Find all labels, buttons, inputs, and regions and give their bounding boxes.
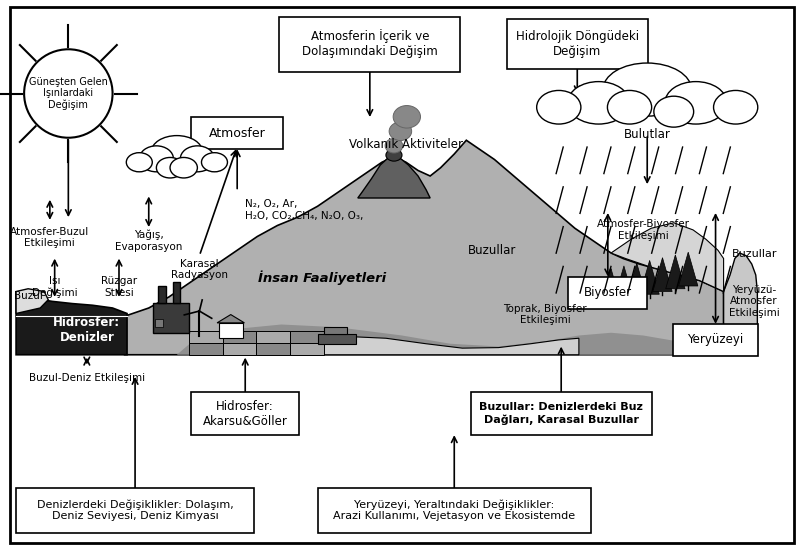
Polygon shape bbox=[601, 268, 620, 302]
FancyBboxPatch shape bbox=[256, 331, 290, 343]
Text: Buzullar: Buzullar bbox=[731, 249, 776, 259]
Text: Hidrosfer:
Akarsu&Göller: Hidrosfer: Akarsu&Göller bbox=[202, 400, 287, 427]
Text: Güneşten Gelen
Işınlardaki
Değişim: Güneşten Gelen Işınlardaki Değişim bbox=[29, 76, 108, 111]
FancyBboxPatch shape bbox=[506, 19, 647, 69]
Text: Hidrolojik Döngüdeki
Değişim: Hidrolojik Döngüdeki Değişim bbox=[515, 30, 638, 58]
FancyBboxPatch shape bbox=[153, 302, 189, 333]
Text: Buzullar: Buzullar bbox=[467, 244, 516, 257]
FancyBboxPatch shape bbox=[317, 334, 356, 344]
Text: Bulutlar: Bulutlar bbox=[623, 128, 670, 141]
Text: Atmosfer-Buzul
Etkileşimi: Atmosfer-Buzul Etkileşimi bbox=[10, 227, 89, 249]
Polygon shape bbox=[626, 263, 646, 297]
FancyBboxPatch shape bbox=[155, 319, 163, 327]
FancyBboxPatch shape bbox=[673, 324, 756, 356]
Text: Karasal
Radyasyon: Karasal Radyasyon bbox=[171, 258, 227, 280]
FancyBboxPatch shape bbox=[158, 286, 165, 302]
Text: İnsan Faaliyetleri: İnsan Faaliyetleri bbox=[257, 271, 385, 285]
Polygon shape bbox=[665, 255, 684, 289]
Ellipse shape bbox=[536, 90, 581, 124]
Ellipse shape bbox=[389, 122, 411, 140]
FancyBboxPatch shape bbox=[279, 16, 459, 72]
Ellipse shape bbox=[156, 157, 183, 178]
Polygon shape bbox=[124, 140, 723, 355]
Text: Yeryüzü-
Atmosfer
Etkileşimi: Yeryüzü- Atmosfer Etkileşimi bbox=[728, 285, 779, 318]
Text: N₂, O₂, Ar,: N₂, O₂, Ar, bbox=[245, 199, 297, 208]
FancyBboxPatch shape bbox=[218, 323, 243, 338]
FancyBboxPatch shape bbox=[191, 117, 283, 149]
FancyBboxPatch shape bbox=[290, 331, 324, 343]
Text: Yağış,
Evaporasyon: Yağış, Evaporasyon bbox=[115, 230, 182, 252]
FancyBboxPatch shape bbox=[189, 343, 222, 355]
Text: Toprak, Biyosfer
Etkileşimi: Toprak, Biyosfer Etkileşimi bbox=[503, 304, 586, 326]
Ellipse shape bbox=[602, 63, 691, 116]
Ellipse shape bbox=[607, 90, 650, 124]
Ellipse shape bbox=[385, 149, 402, 161]
Polygon shape bbox=[16, 297, 127, 355]
FancyBboxPatch shape bbox=[290, 343, 324, 355]
Text: Yeryüzeyi, Yeraltındaki Değişiklikler:
Arazi Kullanımı, Vejetasyon ve Ekosistemd: Yeryüzeyi, Yeraltındaki Değişiklikler: A… bbox=[332, 499, 575, 521]
Text: Volkanik Aktiviteler: Volkanik Aktiviteler bbox=[349, 138, 463, 151]
Text: Isı
Değişimi: Isı Değişimi bbox=[32, 276, 77, 298]
FancyBboxPatch shape bbox=[317, 488, 590, 533]
Ellipse shape bbox=[151, 136, 202, 168]
Ellipse shape bbox=[653, 96, 693, 127]
FancyBboxPatch shape bbox=[17, 488, 254, 533]
Ellipse shape bbox=[139, 146, 173, 172]
Text: Denizlerdeki Değişiklikler: Dolaşım,
Deniz Seviyesi, Deniz Kimyası: Denizlerdeki Değişiklikler: Dolaşım, Den… bbox=[37, 499, 233, 521]
FancyBboxPatch shape bbox=[191, 392, 299, 435]
FancyBboxPatch shape bbox=[324, 327, 346, 334]
Ellipse shape bbox=[393, 106, 420, 128]
Text: Buzul-Deniz Etkileşimi: Buzul-Deniz Etkileşimi bbox=[29, 373, 145, 383]
Polygon shape bbox=[357, 155, 430, 198]
FancyBboxPatch shape bbox=[568, 277, 646, 309]
Ellipse shape bbox=[126, 153, 152, 172]
Text: H₂O, CO₂,CH₄, N₂O, O₃,: H₂O, CO₂,CH₄, N₂O, O₃, bbox=[245, 211, 363, 221]
FancyBboxPatch shape bbox=[222, 343, 256, 355]
Text: Atmosfer: Atmosfer bbox=[209, 126, 265, 140]
Text: Buzul: Buzul bbox=[14, 291, 43, 301]
Ellipse shape bbox=[713, 90, 757, 124]
Text: Hidrosfer:
Denizler: Hidrosfer: Denizler bbox=[53, 316, 120, 344]
FancyBboxPatch shape bbox=[10, 7, 793, 543]
Ellipse shape bbox=[202, 153, 227, 172]
Ellipse shape bbox=[385, 139, 402, 153]
Text: Rüzgar
Stresi: Rüzgar Stresi bbox=[101, 276, 137, 298]
Polygon shape bbox=[723, 253, 756, 355]
FancyBboxPatch shape bbox=[222, 331, 256, 343]
Polygon shape bbox=[678, 252, 697, 286]
FancyBboxPatch shape bbox=[470, 392, 650, 435]
Polygon shape bbox=[613, 266, 633, 300]
Ellipse shape bbox=[567, 81, 629, 124]
Polygon shape bbox=[639, 260, 658, 294]
Text: Buzullar: Denizlerdeki Buz
Dağları, Karasal Buzullar: Buzullar: Denizlerdeki Buz Dağları, Kara… bbox=[479, 403, 642, 425]
Text: Atmosferin İçerik ve
Dolaşımındaki Değişim: Atmosferin İçerik ve Dolaşımındaki Değiş… bbox=[302, 30, 437, 58]
Polygon shape bbox=[177, 324, 723, 355]
Ellipse shape bbox=[180, 146, 214, 172]
Text: Atmosfer-Biyosfer
Etkileşimi: Atmosfer-Biyosfer Etkileşimi bbox=[596, 219, 689, 241]
Text: Biyosfer: Biyosfer bbox=[583, 286, 631, 299]
Ellipse shape bbox=[664, 81, 726, 124]
Ellipse shape bbox=[169, 157, 198, 178]
Polygon shape bbox=[281, 337, 578, 355]
Polygon shape bbox=[16, 289, 48, 313]
FancyBboxPatch shape bbox=[256, 343, 290, 355]
Text: Yeryüzeyi: Yeryüzeyi bbox=[687, 333, 743, 346]
FancyBboxPatch shape bbox=[173, 282, 180, 303]
Polygon shape bbox=[217, 315, 244, 323]
Polygon shape bbox=[610, 223, 723, 292]
Polygon shape bbox=[652, 257, 671, 292]
FancyBboxPatch shape bbox=[189, 331, 222, 343]
